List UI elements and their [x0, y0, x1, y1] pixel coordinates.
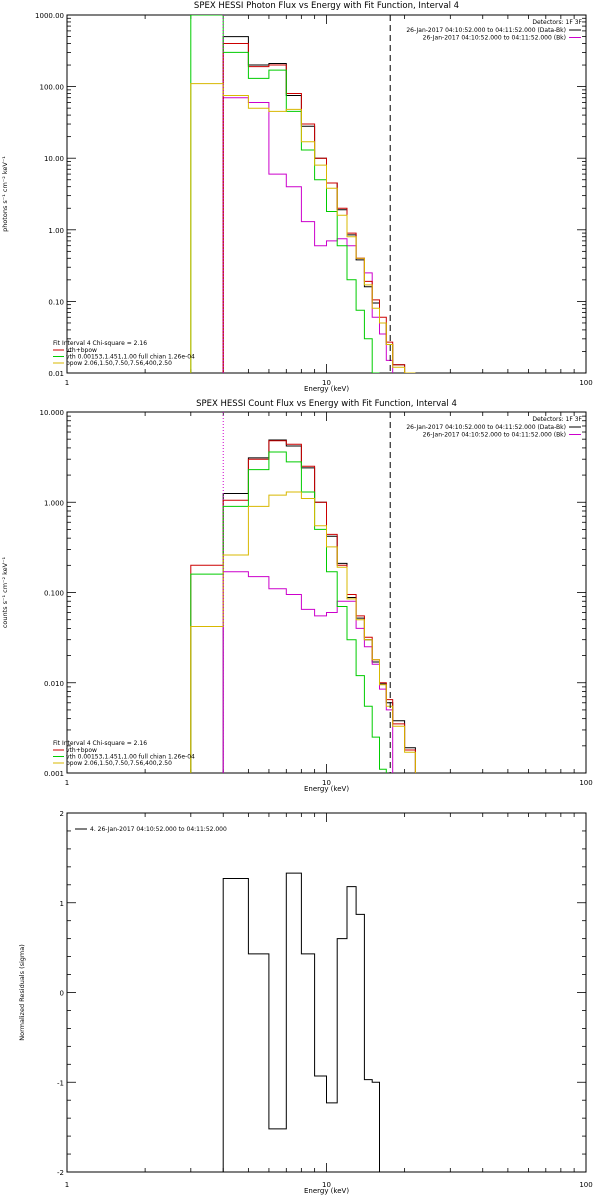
y-tick-label: 10.00: [44, 155, 64, 163]
chart-title: SPEX HESSI Count Flux vs Energy with Fit…: [196, 399, 457, 409]
y-tick-label: 1.000: [44, 499, 64, 507]
legend-entry: vth 0.00153,1.451,1.00 full chian 1.26e-…: [66, 754, 195, 761]
legend-entry: vth+bpow: [66, 747, 97, 754]
y-tick-label: 1: [60, 900, 64, 908]
y-tick-label: 0.010: [44, 680, 64, 688]
x-tick-label: 10: [322, 779, 331, 787]
y-tick-label: -1: [57, 1079, 64, 1087]
legend-entry: 26-Jan-2017 04:10:52.000 to 04:11:52.000…: [406, 424, 566, 431]
series-bpow: [190, 83, 416, 373]
legend-residuals: 4. 26-Jan-2017 04:10:52.000 to 04:11:52.…: [75, 826, 227, 833]
series-bk: [222, 571, 394, 773]
series-vth-bpow: [190, 440, 416, 773]
series-group: [190, 439, 416, 773]
x-axis-label: Energy (keV): [304, 385, 349, 393]
legend-fit: Fit Interval 4 Chi-square = 2.16vth+bpow…: [53, 340, 195, 367]
x-tick-label: 100: [579, 379, 592, 387]
legend-entry: 4. 26-Jan-2017 04:10:52.000 to 04:11:52.…: [90, 826, 227, 833]
x-axis-label: Energy (keV): [304, 1187, 349, 1195]
y-axis-label: photons s⁻¹ cm⁻² keV⁻¹: [1, 156, 9, 232]
x-tick-label: 10: [322, 379, 331, 387]
legend-entry: bpow 2.06,1.50,7.50,7.56,400,2.50: [66, 760, 172, 767]
x-tick-label: 1: [65, 779, 69, 787]
y-tick-label: 0.01: [48, 370, 64, 378]
y-tick-label: 0: [60, 990, 64, 998]
series-vth: [190, 15, 380, 373]
legend-entry: bpow 2.06,1.50,7.50,7.56,400,2.50: [66, 360, 172, 367]
x-tick-label: 1: [65, 1181, 69, 1189]
series-residuals: [222, 872, 393, 1172]
y-axis-label: counts s⁻¹ cm⁻² keV⁻¹: [1, 556, 9, 628]
legend-entry: vth+bpow: [66, 347, 97, 354]
x-tick-label: 100: [579, 779, 592, 787]
y-tick-label: 0.10: [48, 298, 64, 306]
plot-frame: [66, 812, 587, 1173]
legend-fit: Fit Interval 4 Chi-square = 2.16vth+bpow…: [53, 740, 195, 767]
x-tick-label: 10: [322, 1181, 331, 1189]
plot-frame: [66, 411, 587, 774]
y-tick-label: 1.00: [48, 227, 64, 235]
series-bpow: [190, 491, 416, 773]
y-tick-label: 10.000: [40, 409, 65, 417]
series-vth: [190, 451, 387, 773]
y-axis-label: Normalized Residuals (sigma): [18, 944, 26, 1041]
chart-title: SPEX HESSI Photon Flux vs Energy with Fi…: [194, 1, 459, 11]
y-tick-label: 0.100: [44, 590, 64, 598]
series-data: [222, 439, 416, 773]
series-bk: [222, 97, 394, 373]
series-group: [222, 872, 393, 1172]
x-axis-label: Energy (keV): [304, 785, 349, 793]
legend-header: Fit Interval 4 Chi-square = 2.16: [53, 740, 147, 747]
x-tick-label: 100: [579, 1181, 592, 1189]
y-tick-label: 100.00: [40, 84, 65, 92]
legend-header: Fit Interval 4 Chi-square = 2.16: [53, 340, 147, 347]
legend-entry: 26-Jan-2017 04:10:52.000 to 04:11:52.000…: [406, 27, 566, 34]
legend-header: Detectors: 1F 3F: [532, 19, 582, 26]
panel-1: SPEX HESSI Photon Flux vs Energy with Fi…: [1, 1, 593, 393]
series-group: [190, 15, 416, 373]
panel-3: 1 10 100 -2 -1 0 1 2 Energy (keV) Normalized Resi…: [18, 810, 593, 1195]
legend-entry: vth 0.00153,1.451,1.00 full chian 1.26e-…: [66, 354, 195, 361]
y-tick-label: 0.001: [44, 770, 64, 778]
panel-2: SPEX HESSI Count Flux vs Energy with Fit…: [1, 399, 593, 793]
y-tick-label: 1000.00: [35, 12, 64, 20]
legend-entry: 26-Jan-2017 04:10:52.000 to 04:11:52.000…: [423, 432, 566, 439]
y-tick-label: -2: [57, 1169, 64, 1177]
legend-entry: 26-Jan-2017 04:10:52.000 to 04:11:52.000…: [423, 35, 566, 42]
y-tick-label: 2: [60, 810, 64, 818]
legend-header: Detectors: 1F 3F: [532, 416, 582, 423]
x-tick-label: 1: [65, 379, 69, 387]
